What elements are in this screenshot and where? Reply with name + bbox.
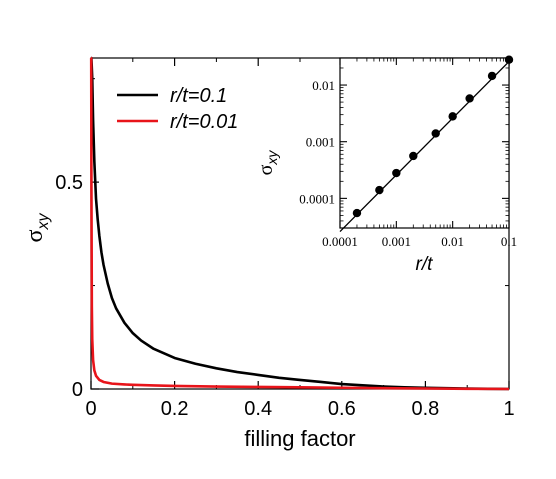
- inset-y-tick-label: 0.0001: [299, 191, 335, 206]
- inset-y-axis-label: σxy: [255, 150, 280, 176]
- main-x-tick-label: 0.6: [328, 398, 356, 420]
- inset-y-axis-subscript: xy: [264, 150, 280, 166]
- inset-data-point: [375, 185, 384, 195]
- inset-data-point: [352, 208, 362, 218]
- main-x-tick-label: 0.8: [411, 398, 439, 420]
- inset-data-point: [448, 112, 457, 121]
- main-x-tick-label: 1: [503, 398, 514, 420]
- main-plot: 0 0.2 0.4 0.6 0.8 1 00.5 filling factor σxy r…: [22, 56, 515, 451]
- inset-x-axis-label: r/t: [416, 254, 434, 275]
- series-line-r-t-0-1: [90, 56, 510, 391]
- inset-data-point: [487, 71, 497, 81]
- main-x-tick-label: 0.4: [244, 398, 272, 420]
- inset-plot: 0.0001 0.001 0.01 0.1 0.0001 0.001 0.01 r/t σ…: [255, 55, 517, 275]
- main-y-tick-label: 0: [72, 379, 83, 401]
- legend-label-r-t-0-01: r/t=0.01: [170, 111, 238, 133]
- inset-x-tick-label: 0.1: [501, 234, 517, 249]
- inset-y-tick-label: 0.001: [306, 135, 335, 150]
- main-x-axis-label: filling factor: [244, 426, 355, 451]
- inset-data-point: [465, 94, 474, 103]
- inset-data-point: [504, 55, 514, 64]
- main-series: [89, 56, 510, 391]
- main-x-tick-label: 0.2: [161, 398, 189, 420]
- series-line-r-t-0-01: [89, 56, 510, 391]
- inset-x-tick-label: 0.0001: [322, 234, 358, 249]
- legend-label-r-t-0-1: r/t=0.1: [170, 85, 227, 107]
- inset-plot-frame: [339, 57, 510, 229]
- inset-series: [339, 55, 514, 232]
- legend: r/t=0.1 r/t=0.01: [117, 85, 238, 133]
- main-y-axis-label: σxy: [22, 213, 52, 243]
- main-y-axis-symbol: σ: [22, 229, 48, 242]
- inset-x-tick-label: 0.01: [441, 234, 464, 249]
- inset-fit-line: [339, 61, 510, 232]
- inset-x-ticks: 0.0001 0.001 0.01 0.1: [322, 58, 517, 249]
- main-y-tick-label: 0.5: [55, 172, 83, 194]
- main-x-tick-label: 0: [85, 398, 96, 420]
- inset-x-tick-label: 0.001: [382, 234, 411, 249]
- inset-y-axis-symbol: σ: [255, 164, 277, 175]
- inset-data-point: [392, 168, 401, 178]
- main-y-axis-subscript: xy: [35, 213, 52, 231]
- inset-data-point: [409, 151, 418, 161]
- inset-data-point: [431, 129, 440, 138]
- inset-y-tick-label: 0.01: [312, 78, 335, 93]
